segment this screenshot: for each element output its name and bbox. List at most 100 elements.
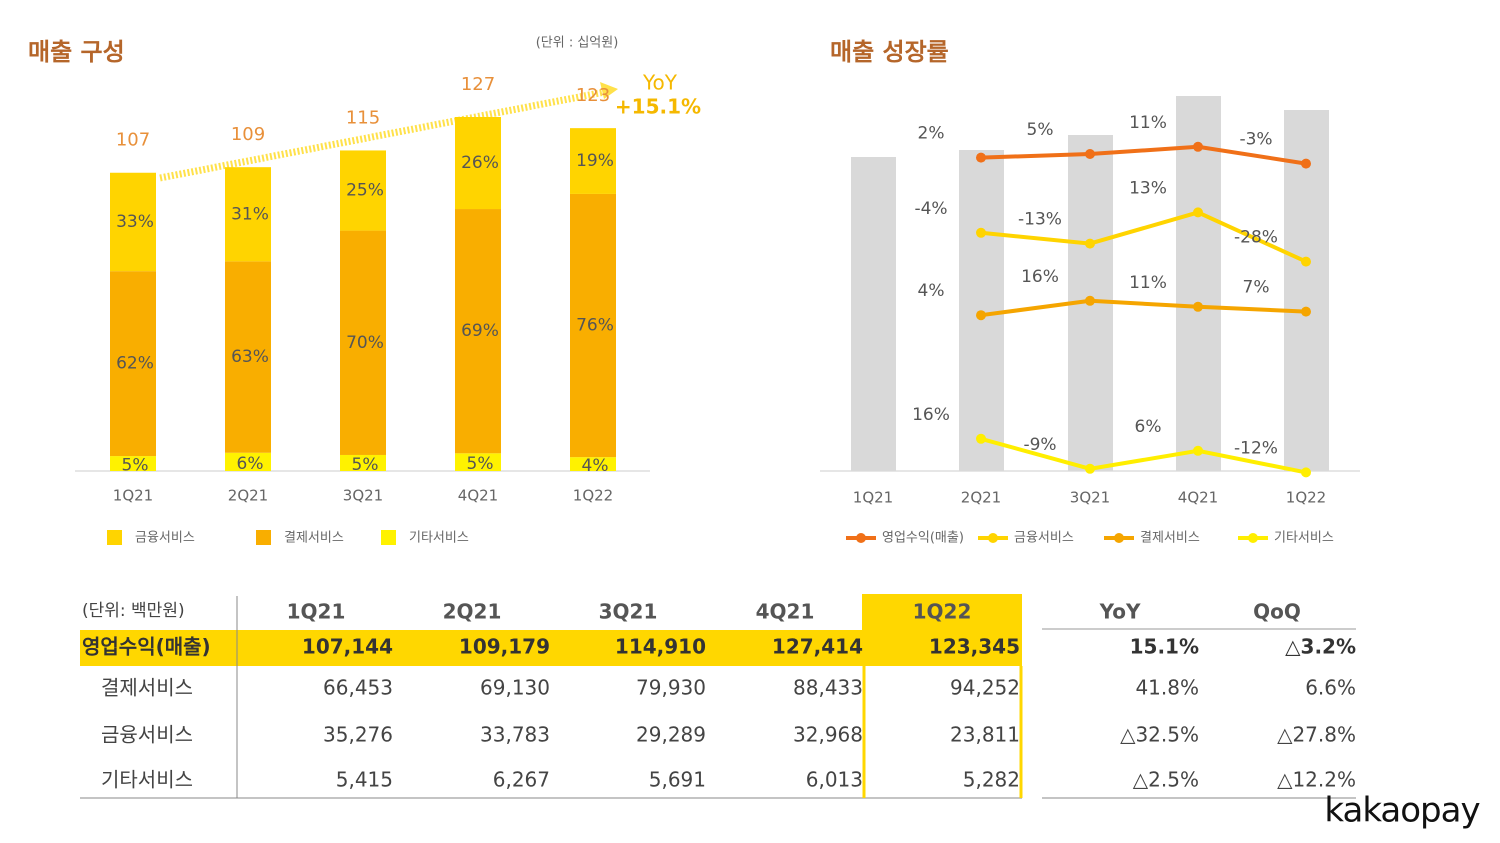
data-label: 16% xyxy=(1021,267,1059,287)
data-label: -12% xyxy=(1234,438,1278,458)
data-label: 5% xyxy=(122,456,149,476)
chart-title: 매출 성장률 xyxy=(830,38,949,66)
table-cell: 69,130 xyxy=(480,676,550,700)
line xyxy=(980,298,1307,318)
total-label: 109 xyxy=(231,124,265,145)
column-header: 2Q21 xyxy=(443,600,502,624)
data-label: 5% xyxy=(467,454,494,474)
line-point xyxy=(976,433,986,444)
bar-segment xyxy=(570,128,616,194)
legend-dot xyxy=(1114,533,1124,543)
data-label: -28% xyxy=(1234,228,1278,248)
data-label: 70% xyxy=(346,333,384,353)
x-tick-label: 4Q21 xyxy=(1178,489,1218,507)
line-point xyxy=(976,152,986,163)
line-point xyxy=(1301,467,1311,478)
line-point xyxy=(976,310,986,321)
bar-segment xyxy=(455,209,501,454)
line-point xyxy=(1085,463,1095,474)
data-label: 69% xyxy=(461,321,499,341)
line-point xyxy=(1085,238,1095,249)
legend-label: 결제서비스 xyxy=(1140,531,1200,546)
data-label: -4% xyxy=(914,199,947,219)
table-cell: 109,179 xyxy=(459,635,550,659)
data-label: 5% xyxy=(1027,120,1054,140)
table-cell: 127,414 xyxy=(772,635,863,659)
unit-label: (단위 : 십억원) xyxy=(536,36,619,51)
bar-segment xyxy=(110,172,156,272)
bar-segment xyxy=(340,230,386,455)
table-cell: 23,811 xyxy=(950,723,1020,747)
data-label: 31% xyxy=(231,204,269,224)
data-label: 4% xyxy=(582,456,609,476)
x-tick-label: 1Q22 xyxy=(573,487,613,505)
line-point xyxy=(976,227,986,238)
row-header: 영업수익(매출) xyxy=(82,635,211,659)
line-point xyxy=(1193,207,1203,218)
legend-dot xyxy=(1248,533,1258,543)
total-label: 123 xyxy=(576,85,610,106)
table-cell: 33,783 xyxy=(480,723,550,747)
table-cell: 94,252 xyxy=(950,676,1020,700)
table-cell: 32,968 xyxy=(793,723,863,747)
data-label: -13% xyxy=(1018,210,1062,230)
table-cell: 6,013 xyxy=(806,768,863,792)
annotation-value: +15.1% xyxy=(615,95,701,119)
table-cell: 15.1% xyxy=(1130,635,1199,659)
table-cell: 35,276 xyxy=(323,723,393,747)
table-cell: 5,282 xyxy=(963,768,1020,792)
arrow-head xyxy=(600,82,618,99)
line-point xyxy=(1085,149,1095,159)
data-label: 13% xyxy=(1129,178,1167,198)
data-label: 33% xyxy=(116,212,154,232)
bar-segment xyxy=(455,453,501,471)
bar-segment xyxy=(570,193,616,458)
data-label: 6% xyxy=(237,454,264,474)
line-point xyxy=(1193,141,1203,152)
x-tick-label: 1Q21 xyxy=(113,487,153,505)
table-unit: (단위: 백만원) xyxy=(82,601,185,621)
bar-segment xyxy=(225,261,271,453)
legend-dot xyxy=(988,533,998,543)
table-cell: 114,910 xyxy=(615,635,706,659)
bar-segment xyxy=(340,454,386,471)
legend-label: 기타서비스 xyxy=(1274,531,1334,546)
legend-swatch xyxy=(381,530,396,545)
table-cell: 79,930 xyxy=(636,676,706,700)
line-point xyxy=(1301,306,1311,317)
table-cell: △2.5% xyxy=(1133,768,1199,792)
data-label: 6% xyxy=(1135,417,1162,437)
row-header: 금융서비스 xyxy=(101,723,193,747)
column-header: YoY xyxy=(1099,600,1141,624)
total-label: 107 xyxy=(116,130,150,151)
table-cell: △27.8% xyxy=(1277,723,1356,747)
line-point xyxy=(1193,301,1203,312)
total-label: 127 xyxy=(461,74,495,95)
table-cell: △3.2% xyxy=(1285,635,1356,659)
line xyxy=(980,144,1307,166)
bar-segment xyxy=(340,150,386,231)
logo: kakaopay xyxy=(1324,791,1480,831)
row-header: 기타서비스 xyxy=(101,768,193,792)
table-cell: 123,345 xyxy=(929,635,1020,659)
table-cell: 41.8% xyxy=(1135,676,1199,700)
legend-label: 영업수익(매출) xyxy=(882,531,964,546)
column-header: QoQ xyxy=(1253,600,1301,624)
data-label: 26% xyxy=(461,153,499,173)
x-tick-label: 1Q22 xyxy=(1286,489,1326,507)
data-label: 2% xyxy=(918,124,945,144)
row-highlight xyxy=(80,630,1022,666)
table-cell: △12.2% xyxy=(1277,768,1356,792)
table-cell: 5,415 xyxy=(336,768,393,792)
data-label: 11% xyxy=(1129,273,1167,293)
data-label: 76% xyxy=(576,316,614,336)
background-bar xyxy=(1176,96,1221,471)
chart-title: 매출 구성 xyxy=(28,38,125,66)
x-tick-label: 2Q21 xyxy=(228,487,268,505)
data-label: 7% xyxy=(1243,278,1270,298)
table-cell: 107,144 xyxy=(302,635,393,659)
x-tick-label: 3Q21 xyxy=(1070,489,1110,507)
column-header: 1Q21 xyxy=(287,600,346,624)
line-point xyxy=(1301,256,1311,267)
table-cell: 5,691 xyxy=(649,768,706,792)
